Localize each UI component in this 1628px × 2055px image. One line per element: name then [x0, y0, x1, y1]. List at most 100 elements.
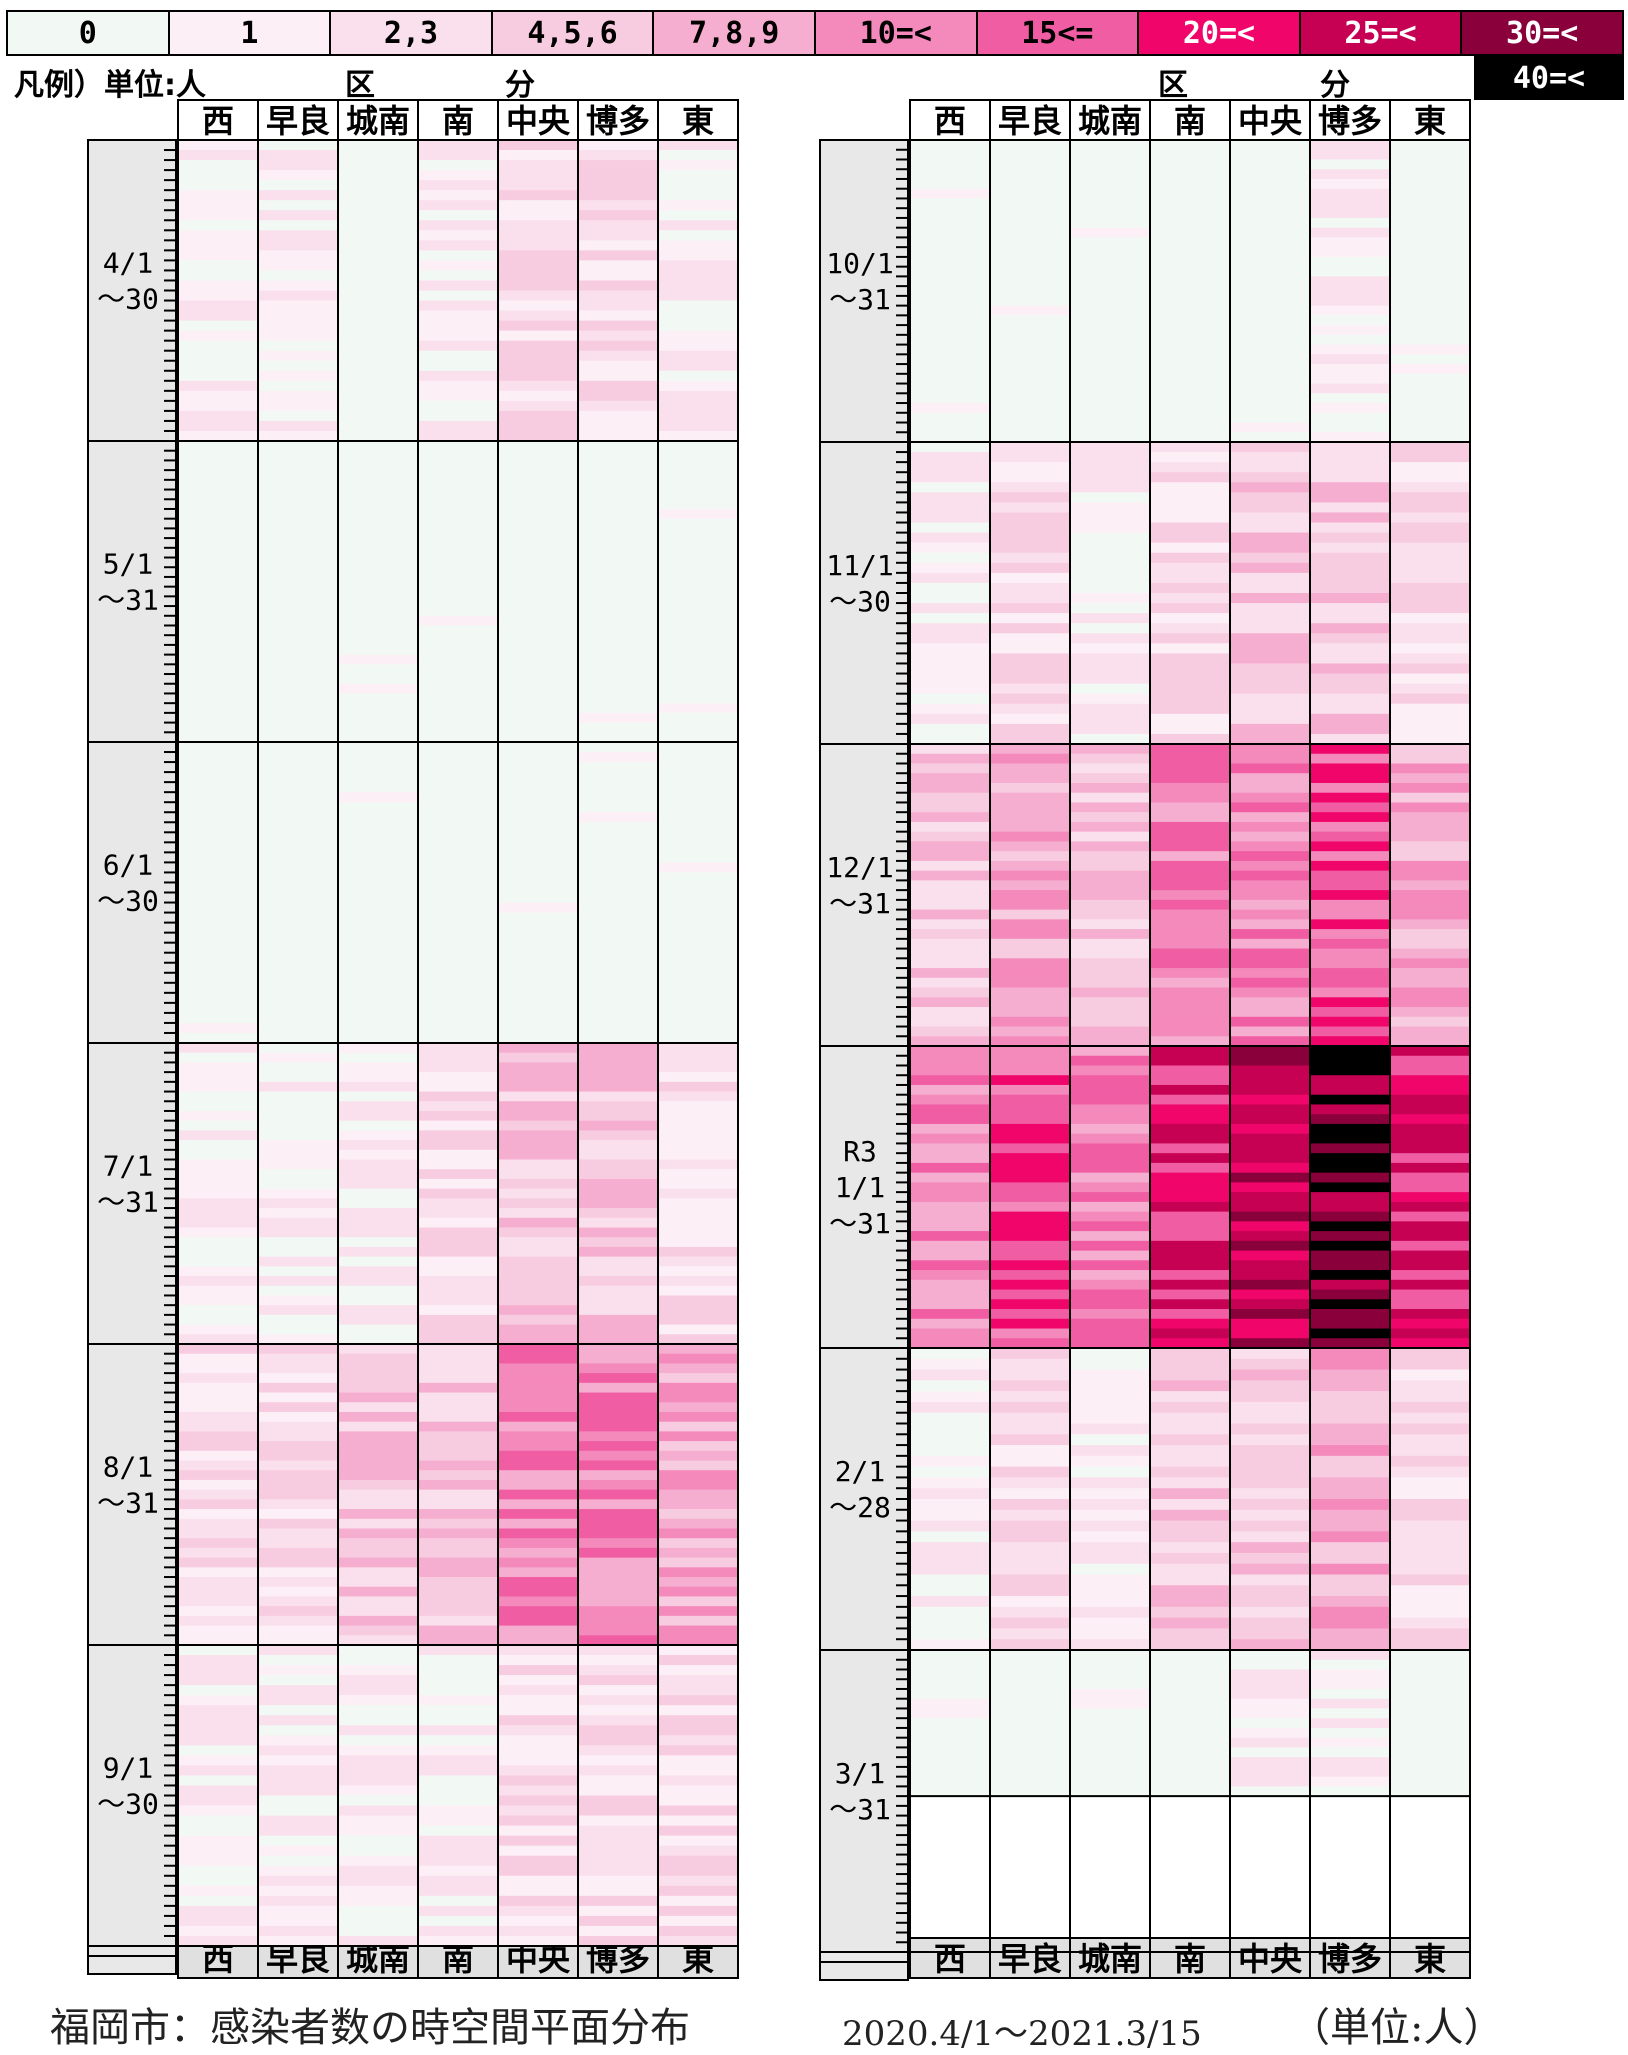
heatmap-cell — [498, 822, 578, 833]
heatmap-cell — [578, 567, 658, 578]
heatmap-cell — [1310, 968, 1390, 979]
heatmap-cell — [1310, 582, 1390, 594]
heatmap-cell — [1150, 633, 1230, 644]
heatmap-cell — [338, 1547, 418, 1559]
heatmap-cell — [658, 250, 738, 261]
heatmap-cell — [1310, 1708, 1390, 1719]
heatmap-cell — [1070, 1434, 1150, 1446]
heatmap-cell — [1310, 613, 1390, 624]
heatmap-cell — [1390, 1299, 1470, 1310]
heatmap-cell — [258, 1815, 338, 1827]
heatmap-cell — [178, 722, 258, 733]
heatmap-cell — [418, 260, 498, 272]
heatmap-cell — [658, 200, 738, 211]
heatmap-cell — [578, 615, 658, 627]
heatmap-cell — [1070, 1221, 1150, 1232]
heatmap-cell — [338, 538, 418, 549]
heatmap-cell — [498, 470, 578, 481]
heatmap-cell — [338, 280, 418, 292]
heatmap-cell — [910, 1231, 990, 1242]
heatmap-cell — [1230, 276, 1310, 287]
heatmap-cell — [178, 1577, 258, 1588]
heatmap-cell — [498, 1062, 578, 1073]
heatmap-cell — [338, 1635, 418, 1646]
heatmap-cell — [990, 373, 1070, 385]
heatmap-cell — [1070, 1299, 1150, 1310]
heatmap-cell — [578, 150, 658, 161]
heatmap-cell — [1230, 1318, 1310, 1330]
heatmap-cell — [418, 1755, 498, 1766]
heatmap-cell — [258, 380, 338, 392]
heatmap-cell — [418, 1905, 498, 1917]
heatmap-cell — [658, 220, 738, 231]
heatmap-cell — [910, 532, 990, 544]
heatmap-cell — [1070, 1747, 1150, 1758]
heatmap-cell — [910, 890, 990, 901]
heatmap-cell — [338, 1062, 418, 1073]
heatmap-cell — [418, 320, 498, 332]
heatmap-cell — [1070, 1445, 1150, 1457]
heatmap-cell — [1390, 1391, 1470, 1403]
heatmap-cell — [178, 1091, 258, 1102]
heatmap-cell — [418, 1577, 498, 1588]
heatmap-cell — [1390, 1026, 1470, 1037]
heatmap-cell — [1390, 683, 1470, 695]
heatmap-cell — [910, 1606, 990, 1619]
heatmap-cell — [990, 1606, 1070, 1619]
heatmap-cell — [910, 383, 990, 394]
heatmap-cell — [498, 712, 578, 724]
heatmap-cell — [258, 1421, 338, 1432]
heatmap-cell — [1230, 753, 1310, 765]
heatmap-cell — [1230, 159, 1310, 170]
heatmap-cell — [338, 1276, 418, 1287]
heatmap-cell — [258, 1314, 338, 1326]
heatmap-cell — [1230, 1679, 1310, 1690]
heatmap-cell — [498, 1295, 578, 1306]
heatmap-cell — [658, 586, 738, 597]
heatmap-cell — [498, 1705, 578, 1716]
heatmap-cell — [1230, 1786, 1310, 1797]
heatmap-cell — [1390, 792, 1470, 804]
heatmap-cell — [578, 350, 658, 362]
axis-column-1 — [819, 139, 909, 1981]
month-label-0-3-0: 7/1 — [103, 1150, 154, 1183]
heatmap-cell — [1310, 987, 1390, 998]
heatmap-cell — [578, 1208, 658, 1219]
heatmap-cell — [1150, 1747, 1230, 1758]
heatmap-cell — [990, 572, 1070, 584]
heatmap-cell — [1390, 1628, 1470, 1640]
heatmap-cell — [1070, 1688, 1150, 1700]
heatmap-cell — [1310, 1182, 1390, 1193]
heatmap-cell — [418, 576, 498, 588]
heatmap-cell — [1390, 1659, 1470, 1671]
heatmap-cell — [658, 420, 738, 432]
heatmap-cell — [1310, 1509, 1390, 1522]
heatmap-cell — [498, 576, 578, 588]
heatmap-cell — [1310, 354, 1390, 365]
heatmap-cell — [578, 1392, 658, 1403]
heatmap-cell — [578, 489, 658, 500]
heatmap-cell — [338, 1905, 418, 1917]
heatmap-cell — [1150, 1328, 1230, 1339]
heatmap-cell — [1150, 1369, 1230, 1381]
heatmap-cell — [338, 615, 418, 627]
heatmap-cell — [578, 170, 658, 181]
heatmap-cell — [1230, 1563, 1310, 1576]
heatmap-cell — [990, 987, 1070, 998]
heatmap-cell — [178, 1431, 258, 1442]
heatmap-cell — [658, 882, 738, 894]
heatmap-cell — [910, 1542, 990, 1554]
heatmap-cell — [178, 180, 258, 191]
heatmap-cell — [910, 1679, 990, 1690]
heatmap-cell — [258, 1130, 338, 1141]
heatmap-cell — [578, 1324, 658, 1335]
heatmap-cell — [1230, 870, 1310, 881]
heatmap-cell — [258, 1725, 338, 1736]
heatmap-cell — [1070, 1574, 1150, 1586]
heatmap-cell — [258, 410, 338, 422]
heatmap-cell — [910, 198, 990, 209]
heatmap-cell — [658, 922, 738, 934]
month-label-1-3-1: 1/1 — [835, 1171, 886, 1204]
heatmap-cell — [258, 1460, 338, 1471]
heatmap-cell — [1070, 1423, 1150, 1435]
